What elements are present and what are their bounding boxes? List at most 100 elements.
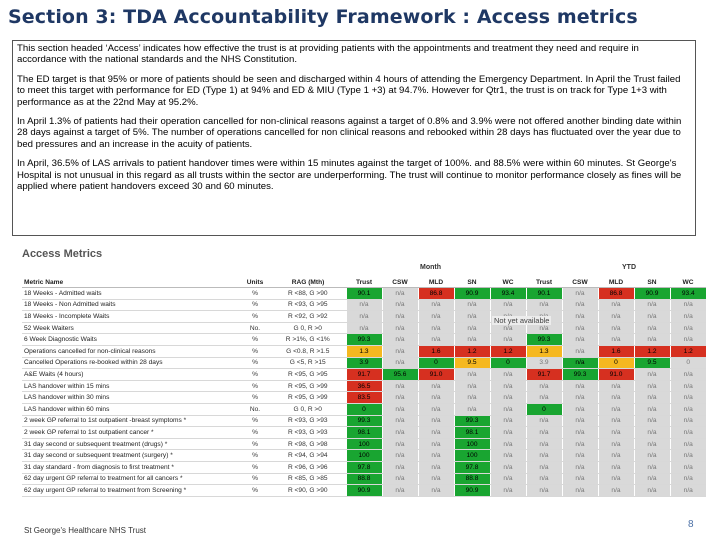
value-cell: n/a — [525, 322, 562, 335]
value-cell: 91.7 — [525, 368, 562, 381]
value-cell: n/a — [633, 415, 670, 428]
value-cell: n/a — [417, 484, 454, 497]
value-cell: n/a — [453, 391, 490, 404]
table-header-row: Metric Name Units RAG (Mth) Trust CSW MLD SN WC… — [22, 277, 706, 288]
units-cell: % — [240, 426, 270, 439]
paragraph-ed-target: The ED target is that 95% or more of pat… — [17, 73, 681, 108]
value-cell: 88.8 — [453, 473, 490, 486]
metric-name-cell: 31 day second or subsequent treatment (d… — [22, 438, 240, 451]
value-cell: n/a — [489, 473, 526, 486]
value-cell: n/a — [489, 380, 526, 393]
value-cell: n/a — [669, 438, 706, 451]
value-cell: n/a — [597, 449, 634, 462]
value-cell: n/a — [417, 322, 454, 335]
units-cell: % — [240, 380, 270, 393]
value-cell: n/a — [417, 438, 454, 451]
value-cell: n/a — [453, 322, 490, 335]
value-cell: n/a — [561, 380, 598, 393]
table-row: LAS handover within 15 mins% R <95, G >99… — [22, 380, 706, 393]
value-cell: 1.2 — [453, 345, 490, 358]
value-cell: n/a — [561, 449, 598, 462]
value-cell: n/a — [597, 322, 634, 335]
metric-name-cell: LAS handover within 60 mins — [22, 403, 240, 416]
units-cell: % — [240, 461, 270, 474]
value-cell: n/a — [597, 473, 634, 486]
value-cell: 90.9 — [633, 287, 670, 300]
value-cell: 99.3 — [345, 415, 382, 428]
value-cell: 1.2 — [633, 345, 670, 358]
value-cell: n/a — [345, 310, 382, 323]
value-cell: 1.3 — [525, 345, 562, 358]
value-cell: 9.5 — [453, 357, 490, 370]
value-cell: n/a — [489, 438, 526, 451]
metric-name-cell: 62 day urgent GP referral to treatment f… — [22, 473, 240, 486]
table-row: 18 Weeks - Non Admitted waits% R <93, G >… — [22, 299, 706, 312]
value-cell: n/a — [561, 310, 598, 323]
value-cell: n/a — [633, 473, 670, 486]
metric-name-cell: Operations cancelled for non-clinical re… — [22, 345, 240, 358]
value-cell: 0 — [417, 357, 454, 370]
column-header: Trust — [526, 277, 562, 288]
value-cell: 95.6 — [381, 368, 418, 381]
value-cell: 1.3 — [345, 345, 382, 358]
value-cell: n/a — [633, 449, 670, 462]
value-cell: 91.0 — [417, 368, 454, 381]
metric-name-cell: 2 week GP referral to 1st outpatient -br… — [22, 415, 240, 428]
value-cell: 97.8 — [345, 461, 382, 474]
value-cell: n/a — [561, 461, 598, 474]
column-header: SN — [634, 277, 670, 288]
table-row: 31 day standard - from diagnosis to firs… — [22, 461, 706, 474]
value-cell: n/a — [669, 333, 706, 346]
value-cell: n/a — [381, 473, 418, 486]
value-cell: n/a — [381, 380, 418, 393]
value-cell: n/a — [489, 368, 526, 381]
units-cell: % — [240, 415, 270, 428]
value-cell: n/a — [597, 461, 634, 474]
value-cell: n/a — [633, 310, 670, 323]
value-cell: n/a — [381, 357, 418, 370]
value-cell: n/a — [417, 403, 454, 416]
value-cell: n/a — [453, 403, 490, 416]
access-metrics-panel: Access Metrics Month YTD Metric Name Unit… — [22, 244, 712, 522]
units-cell: % — [240, 333, 270, 346]
column-header: MLD — [418, 277, 454, 288]
ytd-group-header: YTD — [622, 264, 636, 271]
metric-name-cell: 18 Weeks - Non Admitted waits — [22, 299, 240, 312]
value-cell: 86.8 — [597, 287, 634, 300]
rag-cell: R <94, G >94 — [270, 449, 346, 462]
value-cell: n/a — [417, 449, 454, 462]
value-cell: n/a — [669, 426, 706, 439]
value-cell: 91.0 — [597, 368, 634, 381]
metric-name-cell: 31 day standard - from diagnosis to firs… — [22, 461, 240, 474]
value-cell: 97.8 — [453, 461, 490, 474]
value-cell: 93.4 — [669, 287, 706, 300]
rag-cell: R <85, G >85 — [270, 473, 346, 486]
value-cell: 9.5 — [633, 357, 670, 370]
value-cell: n/a — [669, 368, 706, 381]
value-cell: 99.3 — [453, 415, 490, 428]
value-cell: n/a — [453, 368, 490, 381]
paragraph-las-handover: In April, 36.5% of LAS arrivals to patie… — [17, 158, 682, 193]
units-cell: % — [240, 287, 270, 300]
metric-name-cell: LAS handover within 15 mins — [22, 380, 240, 393]
value-cell: 3.9 — [525, 357, 562, 370]
value-cell: n/a — [417, 299, 454, 312]
value-cell: n/a — [561, 426, 598, 439]
value-cell: n/a — [489, 426, 526, 439]
value-cell: n/a — [381, 310, 418, 323]
value-cell: n/a — [669, 322, 706, 335]
value-cell: 100 — [345, 438, 382, 451]
page-title: Section 3: TDA Accountability Framework … — [8, 6, 638, 28]
value-cell: n/a — [633, 368, 670, 381]
value-cell: n/a — [633, 380, 670, 393]
value-cell: 99.3 — [561, 368, 598, 381]
value-cell: n/a — [381, 299, 418, 312]
value-cell: n/a — [633, 438, 670, 451]
units-cell: No. — [240, 322, 270, 335]
value-cell: 90.9 — [345, 484, 382, 497]
value-cell: 3.9 — [345, 357, 382, 370]
value-cell: 1.6 — [597, 345, 634, 358]
units-cell: % — [240, 438, 270, 451]
value-cell: n/a — [597, 484, 634, 497]
rag-cell: R <93, G >95 — [270, 299, 346, 312]
